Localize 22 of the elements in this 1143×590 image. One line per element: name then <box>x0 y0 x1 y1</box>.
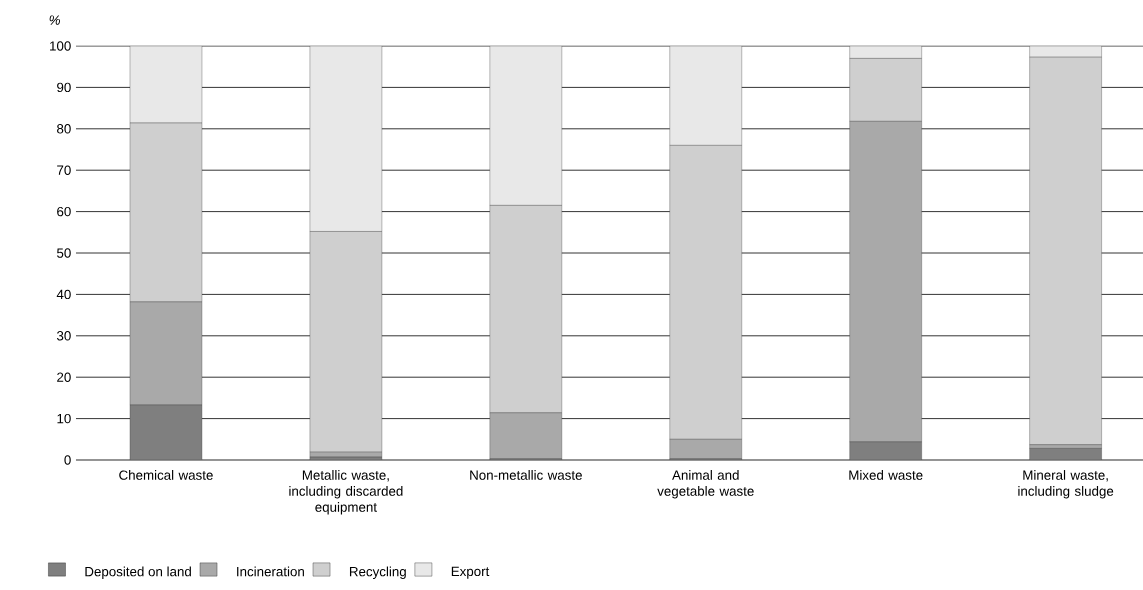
y-tick-label: 70 <box>57 165 71 175</box>
y-tick-label: 10 <box>57 413 71 424</box>
y-tick-label: 90 <box>57 82 71 93</box>
y-tick-label: 30 <box>56 331 71 341</box>
y-tick-label: 40 <box>56 289 71 300</box>
x-tick-label: Non-metallic waste <box>470 470 582 480</box>
y-tick-label: 0 <box>64 455 71 465</box>
y-tick-label: 50 <box>57 248 71 258</box>
legend-label: Export <box>451 566 490 579</box>
y-tick-label: 80 <box>57 124 71 134</box>
x-tick-label: Mixed waste <box>849 470 923 480</box>
x-tick-label: Mineral waste, including sludge <box>1018 470 1114 499</box>
legend-label: Incineration <box>237 566 304 577</box>
x-tick-label: Metallic waste, including discarded equipment <box>289 470 403 515</box>
x-tick-label: Chemical waste <box>119 470 213 480</box>
x-tick-label: Animal and vegetable waste <box>657 470 754 499</box>
y-tick-label: 60 <box>57 206 71 217</box>
legend-label: Recycling <box>349 566 406 579</box>
y-tick-label: 20 <box>57 372 71 382</box>
y-tick-label: 100 <box>50 41 71 51</box>
legend-label: Deposited on land <box>85 566 191 579</box>
y-axis-title: % <box>49 15 60 25</box>
